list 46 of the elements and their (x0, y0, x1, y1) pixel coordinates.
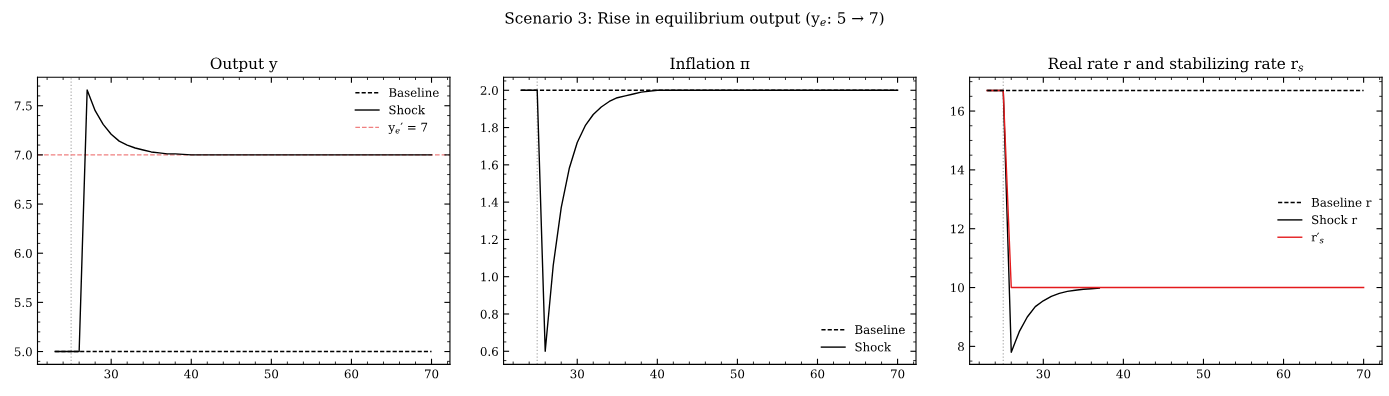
legend-label: Baseline (389, 87, 439, 97)
y-tick-label: 0.8 (480, 309, 498, 319)
chart-title: Real rate r and stabilizing rate r$_{s}$ (1048, 57, 1304, 73)
legend-label: Baseline (855, 324, 905, 335)
y-tick-label: 16 (951, 106, 965, 116)
y-tick-label: 14 (951, 165, 965, 175)
legend-label: Baseline r (1311, 197, 1372, 207)
x-tick-label: 60 (1276, 369, 1291, 379)
legend-label: r′$_{s}$ (1311, 232, 1324, 244)
y-tick-label: 1.8 (481, 123, 498, 133)
text: Scenario 3: Rise in equilibrium output (y$_{e}$: 5 → 7) (505, 11, 884, 27)
y-tick-label: 12 (951, 224, 964, 234)
x-tick-label: 50 (730, 369, 745, 379)
y-tick-label: 5.0 (14, 347, 32, 357)
y-tick-label: 1.2 (481, 235, 498, 245)
legend-label: Shock (855, 342, 892, 352)
y-tick-label: 1.6 (481, 160, 498, 170)
y-tick-label: 7.5 (14, 101, 32, 111)
x-tick-label: 40 (650, 369, 665, 379)
chart-title: Inflation π (670, 57, 750, 70)
x-tick-label: 70 (891, 369, 905, 379)
y-tick-label: 7.0 (14, 150, 32, 160)
y-tick-label: 5.5 (14, 298, 32, 308)
legend-label: Shock (389, 105, 426, 115)
x-tick-label: 30 (104, 369, 118, 379)
x-tick-label: 30 (1036, 369, 1051, 379)
x-tick-label: 50 (1196, 369, 1211, 379)
x-tick-label: 70 (425, 369, 439, 379)
legend-label: y$_{e}$′ = 7 (388, 122, 428, 135)
y-tick-label: 1.0 (481, 272, 498, 282)
y-tick-label: 10 (951, 283, 964, 293)
y-tick-label: 2.0 (480, 85, 498, 95)
x-tick-label: 40 (1116, 369, 1131, 379)
y-tick-label: 6.5 (14, 199, 32, 209)
chart-title: Output y (210, 57, 278, 73)
x-tick-label: 60 (344, 369, 359, 379)
x-tick-label: 50 (264, 369, 279, 379)
x-tick-label: 60 (810, 369, 825, 379)
x-tick-label: 40 (184, 369, 198, 379)
y-tick-label: 0.6 (480, 346, 498, 356)
y-tick-label: 1.4 (481, 197, 499, 207)
x-tick-label: 30 (570, 369, 584, 379)
legend-label: Shock r (1312, 215, 1358, 225)
y-tick-label: 6.0 (14, 248, 32, 258)
x-tick-label: 70 (1357, 369, 1371, 379)
y-tick-label: 8 (958, 342, 964, 352)
